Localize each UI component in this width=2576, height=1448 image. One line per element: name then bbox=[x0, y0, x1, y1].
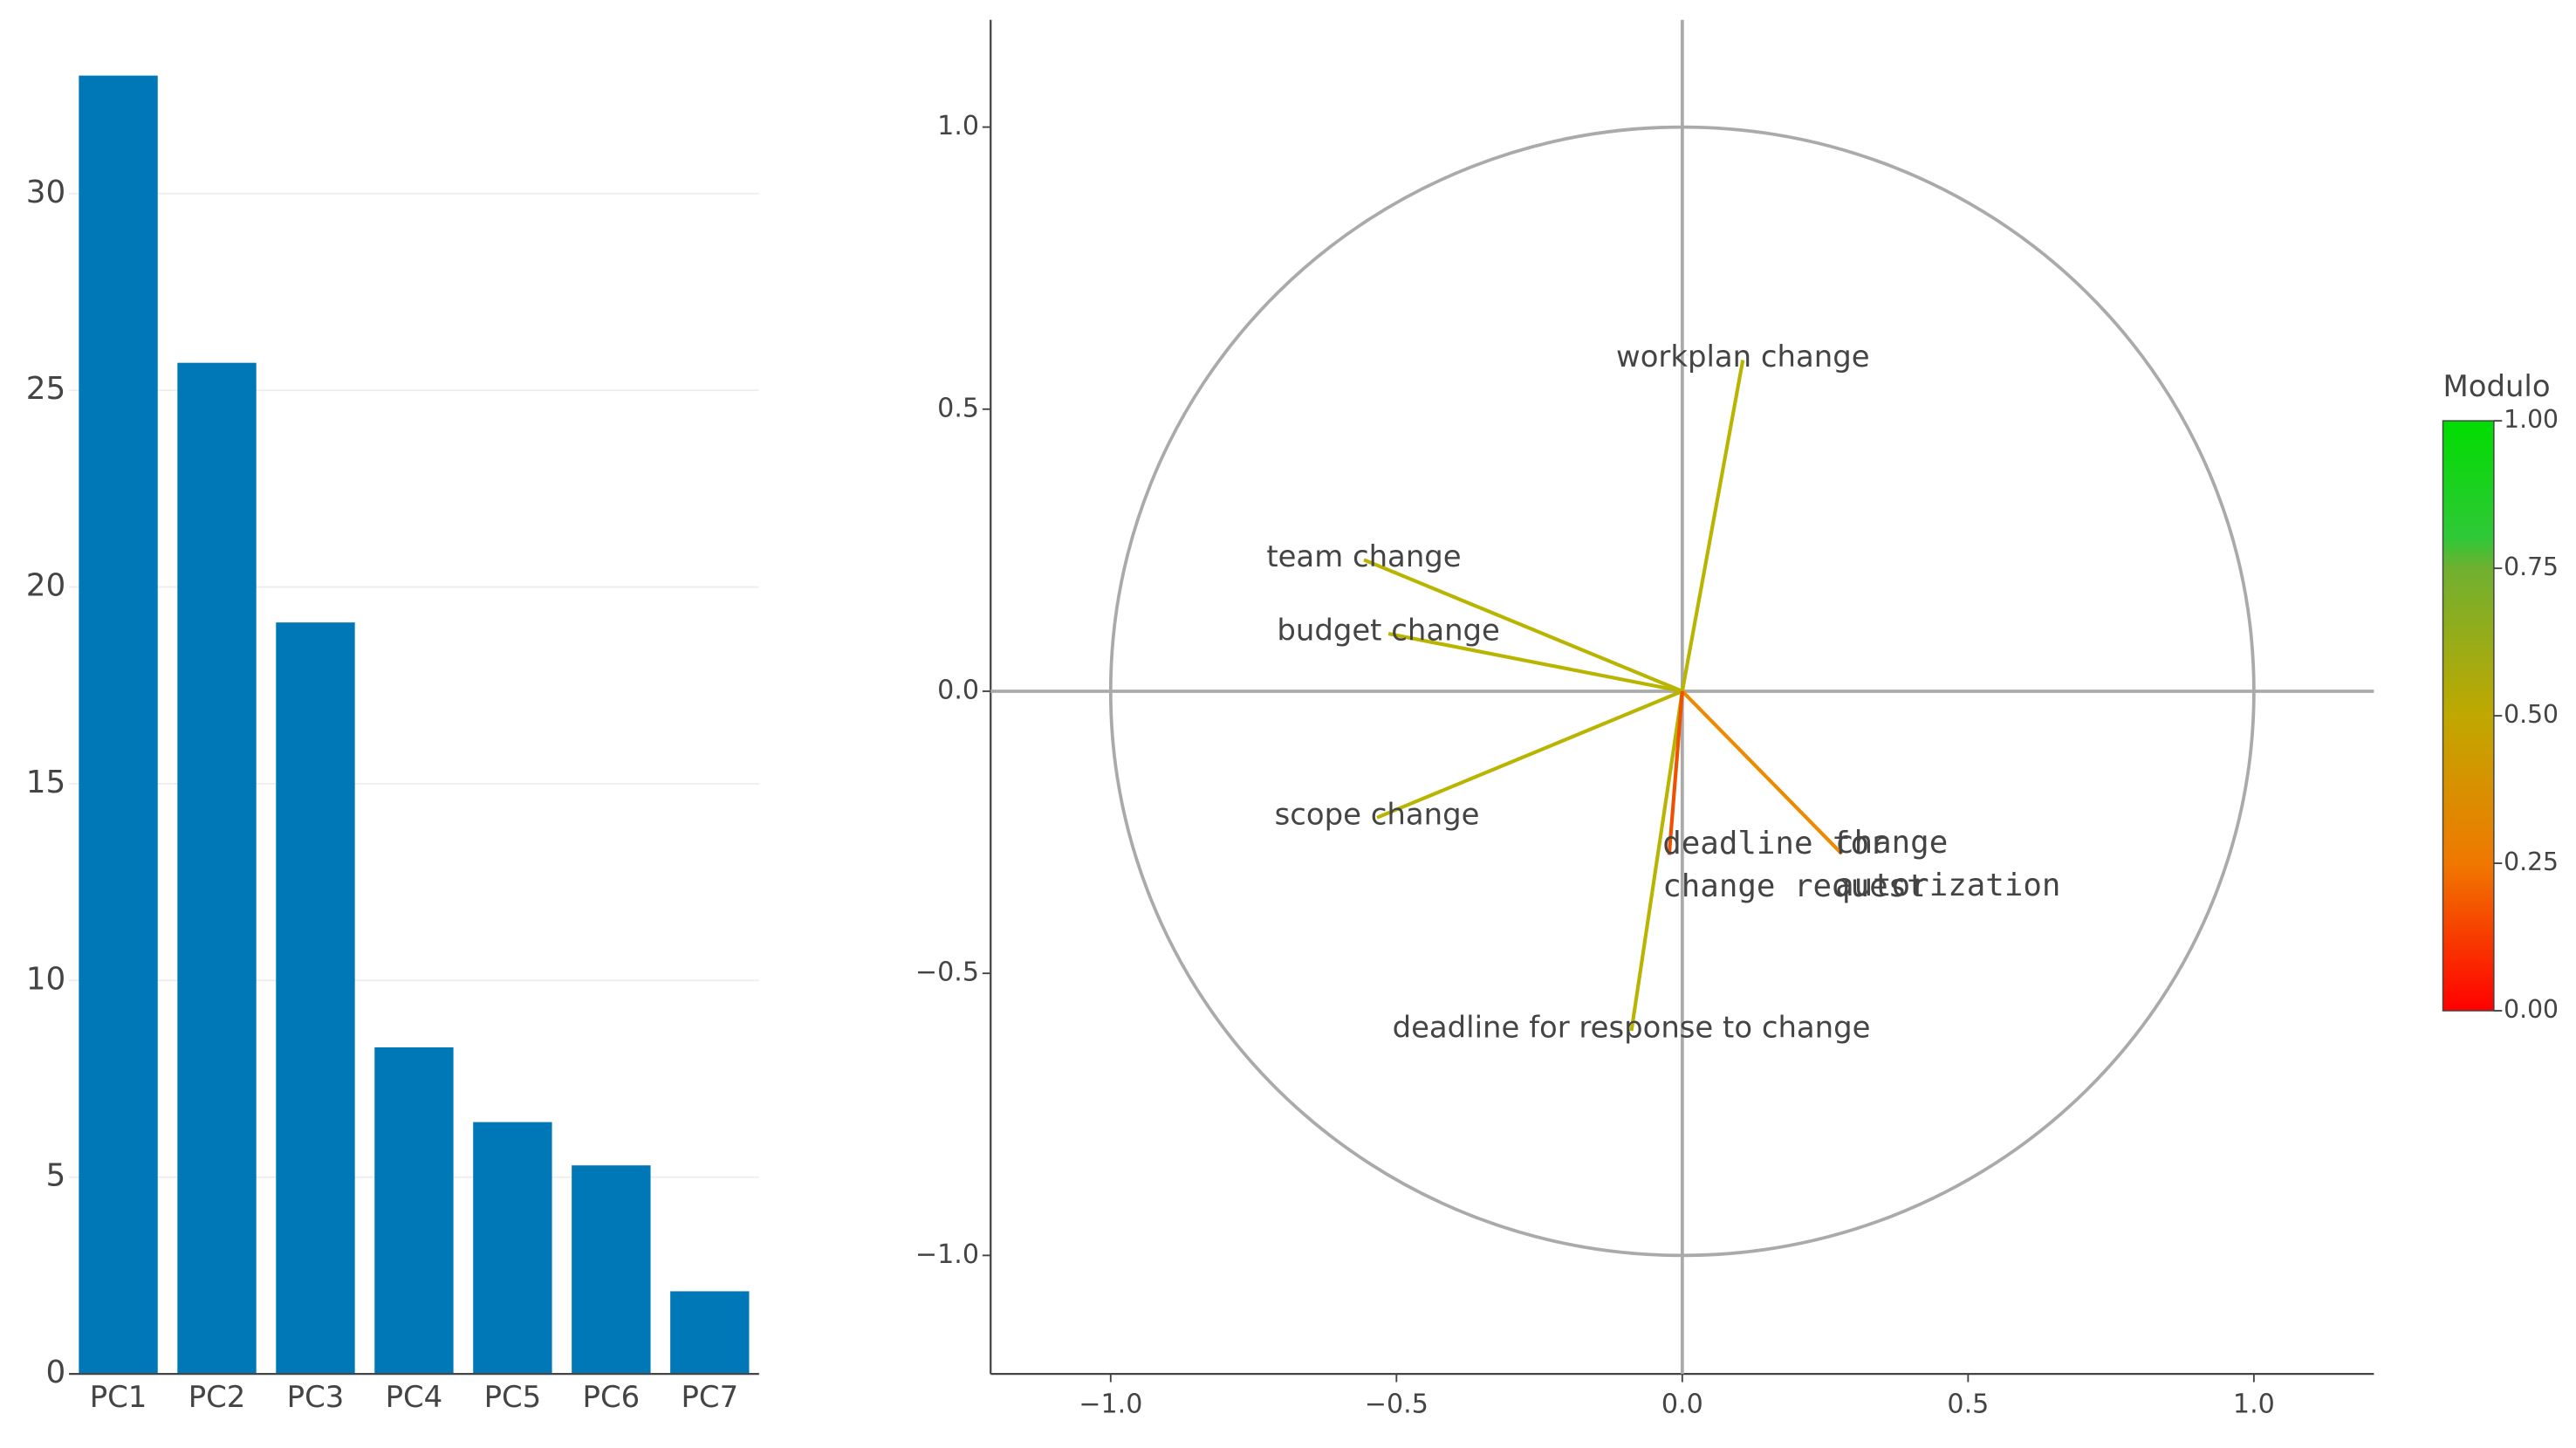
vector-label: deadline for response to change bbox=[1393, 1011, 1871, 1045]
bar bbox=[670, 1291, 750, 1375]
y-tick-label: 1.0 bbox=[937, 111, 979, 141]
vector-label: deadline for bbox=[1662, 826, 1887, 861]
vector bbox=[1376, 690, 1683, 820]
x-tick-label: −1.0 bbox=[1079, 1389, 1142, 1419]
y-tick-label: 15 bbox=[26, 765, 66, 800]
vector-label: team change bbox=[1266, 539, 1461, 573]
y-tick-label: −1.0 bbox=[915, 1239, 979, 1270]
x-tick-label: PC3 bbox=[287, 1380, 345, 1414]
bar bbox=[572, 1165, 651, 1375]
x-tick-label: PC1 bbox=[90, 1380, 147, 1414]
vector-label: workplan change bbox=[1616, 340, 1870, 374]
y-tick-label: 20 bbox=[26, 568, 66, 604]
vector bbox=[1363, 558, 1683, 693]
vector bbox=[1629, 690, 1684, 1032]
unit-circle bbox=[1108, 125, 2256, 1258]
x-tick-label: −0.5 bbox=[1365, 1389, 1428, 1419]
x-tick-label: PC6 bbox=[583, 1380, 641, 1414]
x-tick-label: PC7 bbox=[681, 1380, 738, 1414]
x-tick-label: PC2 bbox=[188, 1380, 246, 1414]
x-tick-label: PC5 bbox=[484, 1380, 542, 1414]
vector-label: change bbox=[1835, 825, 1948, 861]
x-tick-label: PC4 bbox=[386, 1380, 443, 1414]
bar bbox=[79, 75, 158, 1375]
bar bbox=[374, 1047, 454, 1375]
colorbar-tick-label: 0.50 bbox=[2504, 700, 2559, 729]
colorbar-title: Modulo bbox=[2443, 369, 2551, 403]
vector bbox=[1680, 360, 1745, 692]
vector bbox=[1681, 690, 1844, 855]
y-tick-label: 30 bbox=[26, 175, 66, 210]
vector bbox=[1667, 690, 1684, 855]
y-tick-label: 5 bbox=[46, 1158, 66, 1194]
y-tick-label: 0.5 bbox=[937, 393, 979, 423]
vector bbox=[1387, 632, 1683, 694]
bar bbox=[276, 622, 355, 1375]
y-tick-label: 0.0 bbox=[937, 675, 979, 705]
vector-label: scope change bbox=[1275, 797, 1480, 831]
y-tick-label: −0.5 bbox=[915, 957, 979, 988]
colorbar-tick-label: 1.00 bbox=[2504, 405, 2559, 434]
y-tick-label: 25 bbox=[26, 371, 66, 407]
y-tick-label: 0 bbox=[46, 1355, 66, 1390]
vector-label: change request bbox=[1662, 868, 1925, 904]
y-tick-label: 10 bbox=[26, 961, 66, 997]
colorbar-tick-label: 0.25 bbox=[2504, 848, 2559, 876]
bar bbox=[177, 362, 257, 1375]
colorbar-tick-label: 0.00 bbox=[2504, 995, 2559, 1024]
colorbar bbox=[2442, 420, 2495, 1012]
x-tick-label: 0.0 bbox=[1661, 1389, 1703, 1419]
x-tick-label: 0.5 bbox=[1947, 1389, 1989, 1419]
x-tick-label: 1.0 bbox=[2233, 1389, 2275, 1419]
vector-label: autorization bbox=[1835, 868, 2060, 903]
vector-label: budget change bbox=[1277, 614, 1500, 648]
bar bbox=[473, 1122, 552, 1375]
colorbar-tick-label: 0.75 bbox=[2504, 552, 2559, 581]
